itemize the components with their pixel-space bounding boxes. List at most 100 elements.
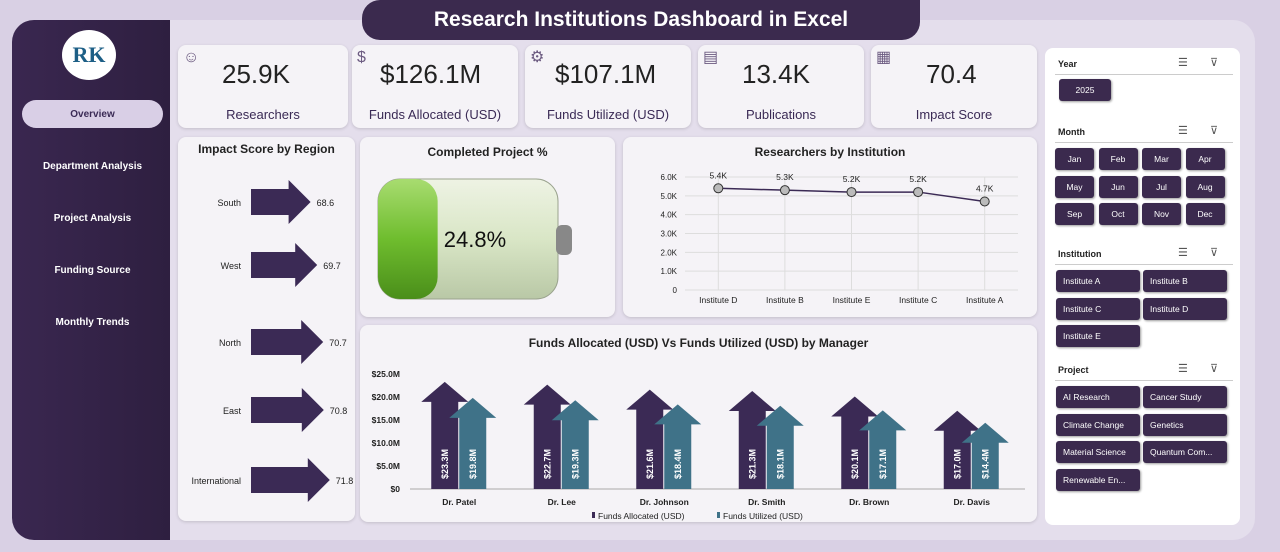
data-label: 5.4K: [710, 170, 728, 180]
y-tick: 6.0K: [661, 173, 678, 182]
y-tick: $0: [391, 484, 401, 494]
x-tick: Dr. Patel: [442, 497, 476, 507]
slicer-month-item[interactable]: Jul: [1142, 175, 1181, 198]
chart-title: Impact Score by Region: [198, 142, 335, 156]
slicer-institution-item[interactable]: Institute B: [1143, 270, 1227, 292]
clear-filter-icon[interactable]: ⊽: [1210, 247, 1219, 259]
multi-select-icon[interactable]: ☰: [1178, 125, 1188, 137]
data-label: 5.2K: [843, 174, 861, 184]
slicer-month-item[interactable]: Mar: [1142, 148, 1181, 170]
data-point: [846, 187, 857, 198]
bar-arrow: [449, 397, 497, 489]
bar-data-label: $17.0M: [952, 449, 962, 479]
kpi-label: Researchers: [226, 107, 300, 122]
bar-arrow: [654, 404, 702, 489]
x-tick: Dr. Johnson: [640, 497, 689, 507]
clear-filter-icon[interactable]: ⊽: [1210, 363, 1219, 375]
multi-select-icon[interactable]: ☰: [1178, 57, 1188, 69]
publication-icon: ▤: [703, 49, 719, 66]
multi-select-icon[interactable]: ☰: [1178, 363, 1188, 375]
y-tick: $25.0M: [372, 369, 400, 379]
chart-title: Completed Project %: [427, 145, 548, 159]
nav-monthly-trends[interactable]: Monthly Trends: [55, 316, 130, 328]
chart-title: Funds Allocated (USD) Vs Funds Utilized …: [528, 336, 869, 350]
y-tick: 5.0K: [661, 192, 678, 201]
slicer-institution-item[interactable]: Institute E: [1056, 325, 1140, 347]
battery-terminal: [556, 225, 572, 255]
divider: [1055, 74, 1233, 75]
chart-title: Researchers by Institution: [754, 145, 906, 159]
bar-data-label: $20.1M: [850, 449, 860, 479]
y-tick: $15.0M: [372, 415, 400, 425]
data-label: 5.2K: [909, 174, 927, 184]
clear-filter-icon[interactable]: ⊽: [1210, 125, 1219, 137]
y-tick: $20.0M: [372, 392, 400, 402]
slicer-institution-item[interactable]: Institute D: [1143, 297, 1227, 320]
region-value-label: 69.7: [323, 261, 341, 271]
y-tick: 1.0K: [661, 267, 678, 276]
slicer-project-item[interactable]: Material Science: [1056, 441, 1140, 463]
bar-data-label: $14.4M: [980, 449, 990, 479]
slicer-project-item[interactable]: Climate Change: [1056, 413, 1140, 436]
kpi-publications: ▤ 13.4K Publications: [698, 45, 864, 128]
slicer-institution-item[interactable]: Institute C: [1056, 297, 1140, 320]
slicer-project-item[interactable]: Cancer Study: [1143, 386, 1227, 408]
bar-arrow: [551, 400, 599, 489]
kpi-label: Publications: [745, 107, 817, 122]
completed-project-card: Completed Project % 24.8%: [360, 137, 615, 317]
region-label: West: [221, 261, 242, 271]
slicer-institution-item[interactable]: Institute A: [1056, 270, 1140, 292]
battery-fill: [378, 179, 438, 299]
nav-department-analysis[interactable]: Department Analysis: [42, 160, 143, 172]
region-label: South: [217, 198, 241, 208]
data-label: 5.3K: [776, 172, 794, 182]
slicer-month-item[interactable]: Aug: [1185, 175, 1225, 198]
nav-overview[interactable]: Overview: [22, 100, 163, 128]
slicer-month-item[interactable]: Nov: [1142, 203, 1181, 225]
clear-filter-icon[interactable]: ⊽: [1210, 57, 1219, 69]
impact-by-region-card: Impact Score by Region South 68.6 West 69.7…: [178, 137, 355, 521]
slicer-year-item[interactable]: 2025: [1059, 79, 1111, 101]
bar-arrow: [961, 422, 1009, 489]
slicer-month-item[interactable]: Dec: [1185, 203, 1225, 225]
kpi-researchers: ☺ 25.9K Researchers: [178, 45, 348, 128]
bar-data-label: $17.1M: [878, 449, 888, 479]
slicer-month-item[interactable]: Sep: [1055, 203, 1094, 225]
region-arrow: [251, 458, 330, 502]
slicer-month-item[interactable]: May: [1055, 175, 1094, 198]
bar-arrow: [831, 396, 879, 489]
slicer-project-item[interactable]: AI Research: [1056, 386, 1140, 408]
region-label: North: [219, 338, 241, 348]
completed-percent: 24.8%: [444, 227, 506, 252]
multi-select-icon[interactable]: ☰: [1178, 247, 1188, 259]
slicer-month-item[interactable]: Jan: [1055, 148, 1094, 170]
kpi-label: Funds Utilized (USD): [546, 107, 670, 122]
slicer-project-item[interactable]: Quantum Com...: [1143, 441, 1227, 463]
bar-arrow: [728, 391, 776, 489]
slicer-month-item[interactable]: Jun: [1098, 175, 1138, 198]
region-arrow: [251, 180, 311, 224]
nav-funding-source[interactable]: Funding Source: [54, 264, 131, 276]
region-label: International: [191, 476, 241, 486]
bar-data-label: $18.4M: [673, 449, 683, 479]
slicer-project-item[interactable]: Genetics: [1143, 413, 1227, 436]
bar-arrow: [523, 384, 571, 489]
report-icon: ▦: [876, 49, 892, 66]
x-tick: Dr. Lee: [548, 497, 577, 507]
nav-project-analysis[interactable]: Project Analysis: [53, 212, 132, 224]
slicer-institution-label: Institution: [1058, 249, 1102, 259]
legend-label: Funds Utilized (USD): [723, 511, 803, 521]
researcher-icon: ☺: [183, 49, 200, 66]
battery-gauge: 24.8%: [377, 178, 572, 300]
data-point: [913, 187, 924, 198]
slicer-project-item[interactable]: Renewable En...: [1056, 468, 1140, 491]
slicer-month-item[interactable]: Feb: [1098, 148, 1138, 170]
x-tick: Dr. Davis: [954, 497, 991, 507]
page-title: Research Institutions Dashboard in Excel: [362, 0, 920, 40]
divider: [1055, 264, 1233, 265]
slicer-month-item[interactable]: Oct: [1098, 203, 1138, 225]
bar-arrow: [756, 405, 804, 489]
slicer-month-item[interactable]: Apr: [1185, 148, 1225, 170]
researchers-line-chart: 0 1.0K 2.0K 3.0K 4.0K 5.0K 6.0K Institute D 5.4K…: [661, 170, 1018, 305]
kpi-value: $107.1M: [555, 59, 657, 89]
